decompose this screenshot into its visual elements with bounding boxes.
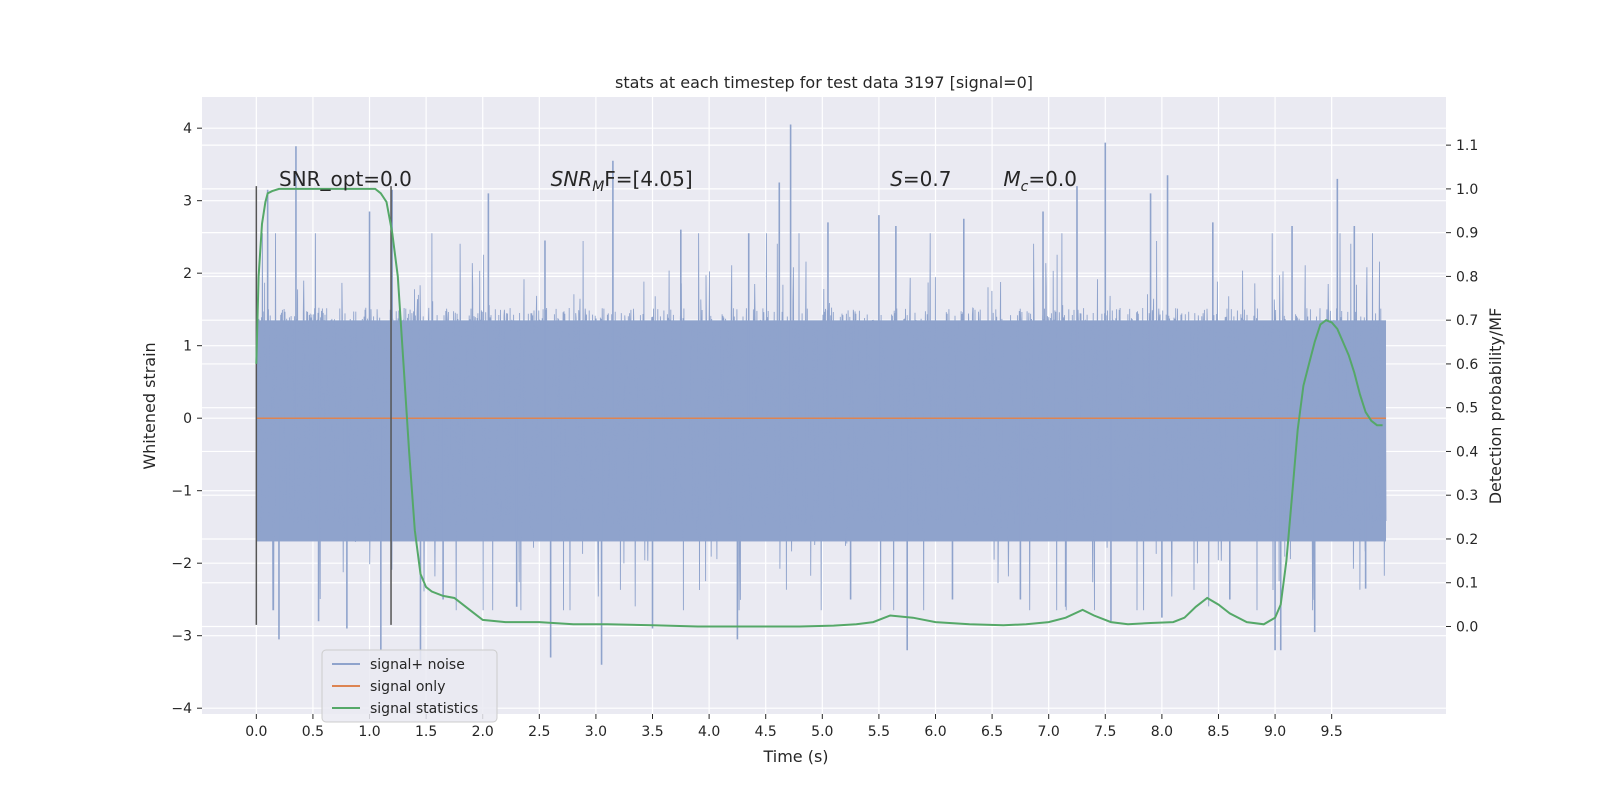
annotations: SNR_opt=0.0 SNRMF=[4.05] S=0.7 Mc=0.0 bbox=[279, 167, 1077, 195]
x-tick-label: 0.0 bbox=[245, 724, 267, 740]
x-tick-label: 9.0 bbox=[1264, 724, 1286, 740]
y2-tick-label: 0.8 bbox=[1456, 269, 1478, 285]
annotation: S=0.7 bbox=[890, 167, 951, 191]
y2-tick-label: 0.3 bbox=[1456, 488, 1478, 504]
x-tick-label: 7.5 bbox=[1094, 724, 1116, 740]
annotation: SNRMF=[4.05] bbox=[551, 167, 693, 195]
y2-tick-label: 0.1 bbox=[1456, 576, 1478, 592]
annotation-part: c bbox=[1021, 179, 1029, 195]
x-tick-label: 4.5 bbox=[755, 724, 777, 740]
legend-label: signal statistics bbox=[370, 701, 478, 717]
annotation-part: SNR bbox=[551, 167, 593, 191]
x-tick-label: 0.5 bbox=[302, 724, 324, 740]
y-axis-left: −4 −3 −2 −1 0 1 2 3 4 bbox=[171, 121, 202, 717]
x-tick-label: 5.5 bbox=[868, 724, 890, 740]
legend-box bbox=[321, 649, 498, 723]
annotation-part: F=[4.05] bbox=[604, 167, 692, 191]
x-tick-label: 8.0 bbox=[1151, 724, 1173, 740]
annotation-part: =0.7 bbox=[903, 167, 952, 191]
x-tick-label: 2.5 bbox=[528, 724, 550, 740]
y2-tick-label: 1.1 bbox=[1456, 138, 1478, 154]
signal-noise-series bbox=[255, 124, 1387, 665]
y2-tick-label: 0.4 bbox=[1456, 444, 1478, 460]
x-tick-label: 7.0 bbox=[1038, 724, 1060, 740]
y-tick-label: −3 bbox=[171, 629, 192, 645]
y2-tick-label: 0.9 bbox=[1456, 226, 1478, 242]
y-axis-label: Whitened strain bbox=[140, 342, 159, 469]
annotation-part: =0.0 bbox=[1028, 167, 1077, 191]
signal-statistics-series bbox=[255, 187, 1383, 628]
x-tick-label: 1.5 bbox=[415, 724, 437, 740]
y-tick-label: 2 bbox=[183, 266, 192, 282]
legend-label: signal+ noise bbox=[370, 657, 465, 673]
annotation-part: SNR_opt=0.0 bbox=[279, 167, 412, 191]
y2-tick-label: 0.7 bbox=[1456, 313, 1478, 329]
y2-tick-label: 0.2 bbox=[1456, 532, 1478, 548]
x-tick-label: 4.0 bbox=[698, 724, 720, 740]
chart-title: stats at each timestep for test data 319… bbox=[615, 73, 1033, 92]
annotation-part: S bbox=[890, 167, 903, 191]
y-tick-label: 0 bbox=[183, 411, 192, 427]
y-tick-label: −2 bbox=[171, 556, 192, 572]
signal-noise-line bbox=[255, 233, 1387, 611]
y-tick-label: 4 bbox=[183, 121, 192, 137]
y-tick-label: −4 bbox=[171, 701, 192, 717]
y-axis-right: 0.0 0.1 0.2 0.3 0.4 0.5 0.6 0.7 0.8 0.9 1.0 1.1 bbox=[1446, 138, 1478, 635]
y2-tick-label: 0.5 bbox=[1456, 401, 1478, 417]
annotation: SNR_opt=0.0 bbox=[279, 167, 412, 191]
x-tick-label: 8.5 bbox=[1207, 724, 1229, 740]
x-tick-label: 6.5 bbox=[981, 724, 1003, 740]
legend: signal+ noise signal only signal statistic… bbox=[321, 649, 498, 723]
x-tick-label: 3.5 bbox=[641, 724, 663, 740]
x-tick-label: 1.0 bbox=[358, 724, 380, 740]
signal-statistics-line bbox=[255, 187, 1383, 628]
legend-label: signal only bbox=[370, 679, 445, 695]
y-tick-label: 3 bbox=[183, 194, 192, 210]
x-axis-label: Time (s) bbox=[762, 747, 828, 766]
annotation: Mc=0.0 bbox=[1003, 167, 1077, 195]
x-tick-label: 2.0 bbox=[472, 724, 494, 740]
x-tick-label: 3.0 bbox=[585, 724, 607, 740]
annotation-part: M bbox=[1003, 167, 1020, 191]
y2-tick-label: 0.6 bbox=[1456, 357, 1478, 373]
vertical-lines bbox=[255, 186, 392, 625]
annotation-part: M bbox=[592, 179, 604, 195]
x-tick-label: 6.0 bbox=[924, 724, 946, 740]
y2-axis-label: Detection probability/MF bbox=[1486, 308, 1505, 505]
y2-tick-label: 0.0 bbox=[1456, 619, 1478, 635]
y-tick-label: −1 bbox=[171, 484, 192, 500]
x-axis: 0.0 0.5 1.0 1.5 2.0 2.5 3.0 3.5 4.0 4.5 5.0 5.5 6.0 6… bbox=[245, 714, 1343, 740]
y-tick-label: 1 bbox=[183, 339, 192, 355]
x-tick-label: 5.0 bbox=[811, 724, 833, 740]
x-tick-label: 9.5 bbox=[1321, 724, 1343, 740]
y2-tick-label: 1.0 bbox=[1456, 182, 1478, 198]
